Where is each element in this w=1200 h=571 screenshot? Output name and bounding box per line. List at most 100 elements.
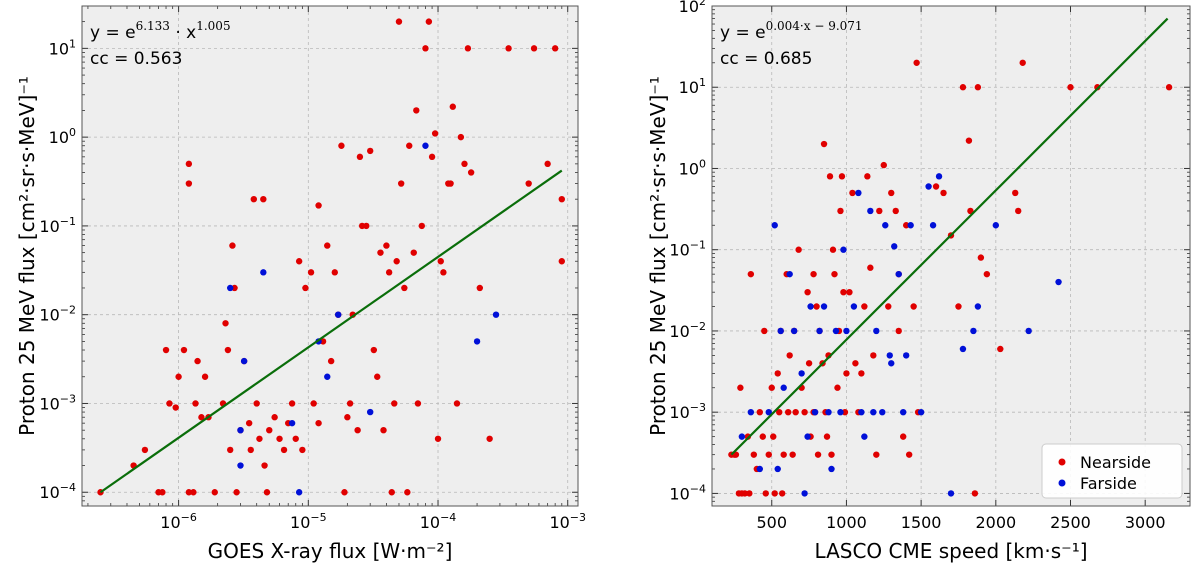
nearside-point (229, 242, 236, 249)
nearside-point (227, 446, 234, 454)
nearside-point (977, 254, 985, 261)
y-tick-label: 101 (49, 37, 76, 58)
nearside-point (913, 59, 920, 66)
left-plot-frame (81, 5, 579, 507)
nearside-point (765, 451, 772, 458)
nearside-point (271, 414, 278, 421)
nearside-point (356, 153, 364, 161)
nearside-point (870, 352, 877, 359)
x-tick-label: 1000 (826, 513, 867, 532)
farside-point (324, 373, 331, 380)
farside-point (786, 270, 793, 278)
nearside-point (172, 404, 179, 411)
right-fit-equation: y = e0.004·x − 9.071 (720, 19, 863, 43)
nearside-point (363, 222, 370, 230)
legend: Nearside Farside (1041, 443, 1183, 499)
nearside-point (900, 433, 907, 440)
nearside-point (245, 419, 253, 427)
nearside-point (307, 269, 315, 276)
nearside-point (940, 189, 947, 197)
nearside-point (344, 414, 351, 421)
nearside-point (418, 222, 426, 230)
nearside-point (902, 222, 910, 229)
nearside-point (194, 357, 201, 365)
nearside-point (447, 180, 454, 187)
nearside-point (823, 433, 831, 440)
nearside-point (784, 408, 792, 416)
nearside-point (770, 433, 777, 440)
farside-point (288, 419, 296, 427)
right-plot-frame (711, 5, 1191, 507)
farside-point (895, 270, 902, 278)
y-tick-label: 10−3 (39, 392, 76, 413)
nearside-point (315, 419, 322, 427)
nearside-point (327, 357, 335, 365)
right-fit-line (730, 17, 1169, 456)
nearside-point (276, 435, 283, 442)
nearside-point (997, 345, 1004, 353)
nearside-point (813, 303, 820, 310)
nearside-point (530, 45, 538, 52)
nearside-point (201, 373, 209, 380)
y-tick-label: 100 (49, 126, 76, 147)
nearside-point (759, 433, 766, 440)
farside-point (879, 408, 886, 416)
nearside-point (159, 489, 166, 496)
nearside-point (253, 400, 260, 407)
nearside-point (428, 153, 436, 161)
farside-point (925, 183, 932, 190)
nearside-point (876, 207, 883, 215)
nearside-point (841, 408, 849, 416)
nearside-point (786, 352, 793, 359)
farside-point (801, 490, 808, 497)
nearside-point (771, 490, 778, 497)
nearside-point (967, 207, 974, 215)
farside-point (970, 327, 977, 335)
farside-point (820, 303, 828, 310)
y-tick-label: 10−2 (669, 320, 706, 341)
nearside-point (266, 426, 273, 434)
farside-point (888, 360, 895, 367)
nearside-point (380, 426, 387, 434)
nearside-point (505, 45, 512, 52)
nearside-point (852, 360, 859, 367)
farside-point (804, 433, 811, 440)
left-scatter-points (97, 18, 565, 496)
nearside-point (247, 446, 254, 454)
farside-point (858, 408, 865, 416)
nearside-point (224, 346, 232, 354)
farside-point (886, 352, 893, 359)
nearside-point (544, 160, 551, 168)
nearside-point (558, 195, 565, 203)
nearside-point (385, 269, 393, 276)
y-tick-label: 10−2 (39, 304, 76, 325)
nearside-point (431, 130, 439, 137)
nearside-point (741, 490, 749, 497)
nearside-point (905, 451, 913, 458)
y-tick-label: 10−1 (39, 215, 76, 236)
nearside-point (354, 426, 361, 434)
nearside-point (346, 400, 354, 407)
nearside-point (840, 288, 847, 296)
nearside-point (185, 489, 193, 496)
nearside-point (761, 327, 768, 335)
farside-point (825, 408, 832, 416)
nearside-point (831, 270, 838, 278)
y-tick-label: 10−3 (669, 401, 706, 422)
nearside-point (175, 373, 182, 380)
farside-point (422, 142, 429, 149)
farside-point (855, 189, 862, 197)
nearside-point (461, 160, 468, 168)
nearside-point (1015, 207, 1022, 215)
nearside-point (792, 408, 799, 416)
nearside-point (768, 384, 775, 391)
nearside-point (425, 18, 433, 25)
left-plot-area (82, 6, 578, 506)
farside-point (882, 222, 889, 229)
nearside-point (410, 249, 417, 256)
y-tick-label: 100 (679, 157, 706, 178)
nearside-point (888, 189, 895, 197)
nearside-point (302, 284, 309, 292)
x-tick-label: 10−5 (290, 511, 327, 532)
nearside-point (395, 18, 403, 25)
